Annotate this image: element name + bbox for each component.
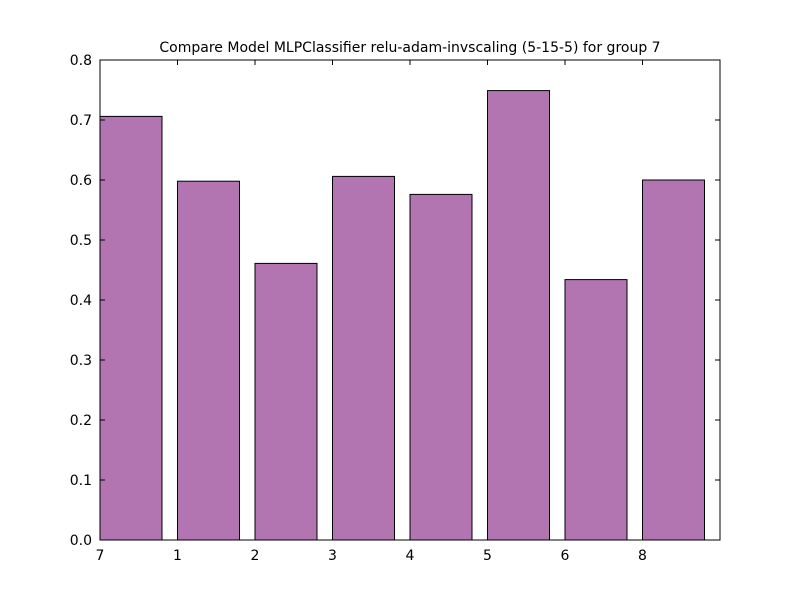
x-tick-label-2: 2 (251, 548, 260, 564)
y-tick-label-2: 0.2 (70, 413, 92, 429)
x-tick-label-5: 5 (483, 548, 492, 564)
y-tick-label-8: 0.8 (70, 53, 92, 69)
bar-3 (332, 175, 395, 541)
y-tick-label-4: 0.4 (70, 293, 92, 309)
bar-2 (254, 262, 318, 541)
y-tick-label-3: 0.3 (70, 353, 92, 369)
ticks-layer: 0.0 0.1 0.2 0.3 0.4 0.5 0.6 0.7 0.8 7 1 2 3 4 5 6 8 (70, 53, 647, 564)
bar-6 (564, 279, 628, 541)
bar-5 (487, 90, 550, 541)
axes-layer (99, 59, 721, 541)
y-tick-label-1: 0.1 (70, 473, 92, 489)
bar-7 (99, 115, 163, 541)
bar-4 (409, 193, 473, 541)
x-tick-label-7: 7 (96, 548, 105, 564)
y-tick-label-5: 0.5 (70, 233, 92, 249)
x-tick-label-3: 3 (328, 548, 337, 564)
x-tick-label-6: 6 (561, 548, 570, 564)
y-tick-label-6: 0.6 (70, 173, 92, 189)
chart-title: Compare Model MLPClassifier relu-adam-in… (159, 40, 660, 56)
y-tick-label-7: 0.7 (70, 113, 92, 129)
bars-layer (99, 90, 705, 541)
x-tick-label-8: 8 (638, 548, 647, 564)
x-tick-label-1: 1 (173, 548, 182, 564)
bar-8 (642, 179, 705, 541)
bar-1 (177, 180, 240, 541)
y-tick-label-0: 0.0 (70, 533, 92, 549)
x-tick-label-4: 4 (406, 548, 415, 564)
